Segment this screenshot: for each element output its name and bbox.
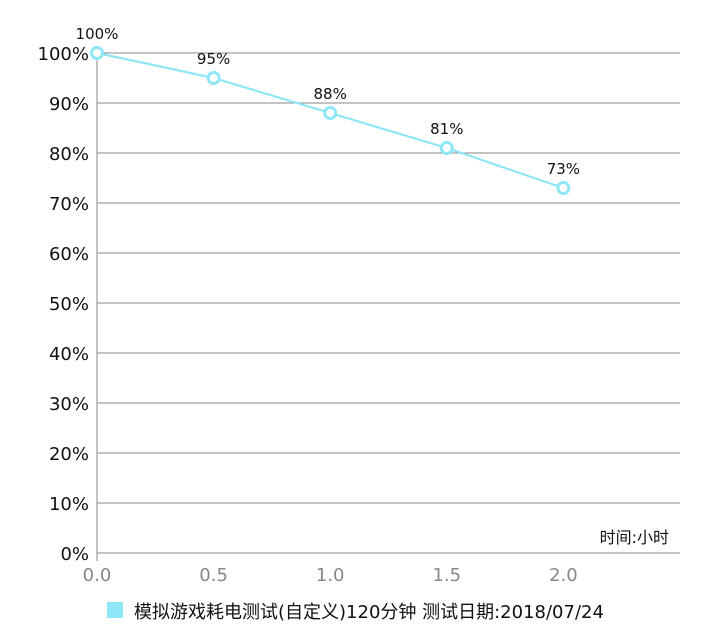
data-labels: 100% 95% 88% 81% 73%: [76, 25, 581, 178]
y-tick-label: 60%: [49, 244, 89, 265]
y-tick-label: 100%: [38, 44, 89, 65]
y-tick-label: 70%: [49, 194, 89, 215]
x-tick-label: 0.5: [199, 565, 228, 586]
y-tick-label: 20%: [49, 444, 89, 465]
y-tick-label: 10%: [49, 494, 89, 515]
data-label: 88%: [314, 85, 347, 103]
y-tick-label: 90%: [49, 94, 89, 115]
x-axis: 0.0 0.5 1.0 1.5 2.0: [83, 565, 578, 586]
grid-lines: [97, 52, 680, 554]
series-line: [90, 46, 571, 195]
data-label: 81%: [430, 120, 463, 138]
x-tick-label: 0.0: [83, 565, 112, 586]
data-point: [90, 46, 104, 60]
data-point: [206, 71, 221, 85]
y-tick-label: 40%: [49, 344, 89, 365]
y-tick-label: 30%: [49, 394, 89, 415]
y-axis: 0% 10% 20% 30% 40% 50% 60% 70% 80% 90% 100%: [38, 44, 98, 565]
data-label: 100%: [76, 25, 119, 43]
x-tick-label: 2.0: [549, 565, 578, 586]
series-line-path: [96, 51, 564, 190]
x-tick-label: 1.0: [316, 565, 345, 586]
data-label: 73%: [547, 160, 580, 178]
y-tick-label: 0%: [60, 544, 89, 565]
y-tick-label: 50%: [49, 294, 89, 315]
data-point: [439, 141, 454, 155]
data-label: 95%: [197, 50, 230, 68]
x-unit-label: 时间:小时: [600, 528, 669, 547]
data-point: [556, 181, 571, 195]
y-tick-label: 80%: [49, 144, 89, 165]
legend-label: 模拟游戏耗电测试(自定义)120分钟 测试日期:2018/07/24: [134, 602, 604, 623]
legend: 模拟游戏耗电测试(自定义)120分钟 测试日期:2018/07/24: [107, 602, 604, 623]
legend-swatch: [107, 602, 123, 618]
data-point: [323, 106, 338, 120]
x-tick-label: 1.5: [432, 565, 461, 586]
